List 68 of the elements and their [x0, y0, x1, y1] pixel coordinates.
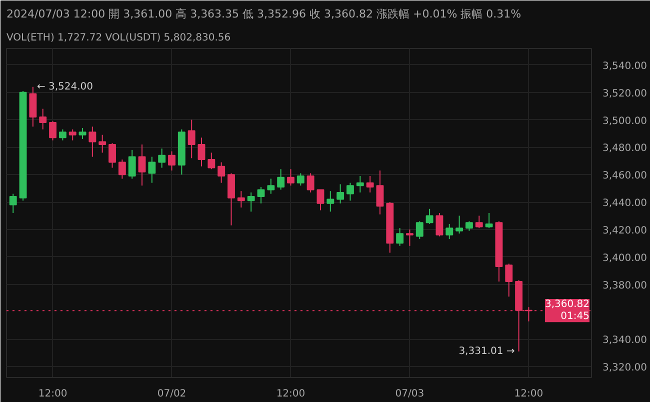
y-tick-label: 3,400.00 [602, 252, 648, 264]
candlestick [416, 220, 424, 240]
candlestick [326, 190, 334, 212]
candlestick [436, 212, 444, 237]
candlestick [456, 215, 464, 234]
chart-subtitle: VOL(ETH) 1,727.72 VOL(USDT) 5,802,830.56 [6, 32, 231, 44]
candlestick [277, 168, 285, 190]
candlestick [247, 192, 255, 212]
candlestick [228, 172, 235, 226]
candlestick [316, 189, 324, 211]
y-tick-label: 3,520.00 [602, 88, 648, 100]
candlestick [68, 128, 76, 141]
candlestick [208, 152, 216, 170]
candlestick [128, 149, 136, 180]
candlestick [426, 208, 434, 224]
ref-line-label: 3,360.82 01:45 [544, 299, 590, 322]
chart-title: 2024/07/03 12:00 開 3,361.00 高 3,363.35 低 3,352.96 收 3,360.82 漲跌幅 +0.01% 振幅 0.31% [6, 8, 522, 20]
candlestick [257, 186, 265, 204]
y-tick-label: 3,460.00 [602, 170, 648, 182]
candlestick [108, 142, 116, 168]
candlestick [296, 172, 304, 186]
y-tick-label: 3,340.00 [602, 335, 648, 346]
candlestick [118, 159, 126, 180]
candlestick [505, 263, 513, 298]
candlestick [138, 144, 146, 186]
candlestick [9, 193, 17, 214]
candlestick [29, 86, 37, 128]
candlestick [98, 134, 106, 154]
y-tick-label: 3,540.00 [602, 60, 648, 72]
candlestick [346, 182, 354, 202]
y-tick-label: 3,500.00 [602, 116, 648, 127]
y-tick-label: 3,440.00 [602, 198, 648, 210]
candlestick [198, 137, 206, 167]
candlestick [148, 156, 156, 184]
candlestick [366, 175, 374, 193]
candlestick [406, 228, 414, 246]
candlestick [485, 212, 493, 229]
candlestick [475, 215, 483, 229]
candlestick [465, 220, 473, 232]
candlestick [39, 108, 47, 130]
candlestick [267, 178, 275, 194]
candlestick [188, 119, 196, 159]
y-tick-label: 3,380.00 [602, 280, 648, 292]
candlestick [78, 128, 86, 140]
x-tick-label: 07/03 [395, 388, 424, 400]
candlestick [306, 172, 314, 193]
x-tick-label: 12:00 [276, 388, 306, 400]
candlestick [218, 162, 226, 184]
candlestick [336, 184, 344, 204]
candlestick [287, 168, 294, 186]
x-tick-label: 12:00 [514, 388, 544, 400]
candlestick [49, 120, 56, 141]
candlestick [356, 175, 364, 193]
candlestick [396, 228, 404, 246]
annotation: ← 3,524.00 [36, 81, 94, 92]
annotation: 3,331.01 → [458, 346, 515, 357]
y-tick-label: 3,480.00 [602, 143, 648, 154]
candlestick [158, 148, 166, 168]
candlestick [376, 170, 384, 215]
y-tick-label: 3,320.00 [602, 362, 648, 374]
y-tick-label: 3,420.00 [602, 225, 648, 236]
x-tick-label: 07/02 [157, 388, 186, 400]
x-tick-label: 12:00 [38, 388, 68, 400]
candlestick [58, 128, 66, 141]
candlestick [446, 223, 454, 240]
candlestick [237, 190, 245, 208]
candlestick [168, 150, 176, 172]
candlestick [88, 126, 96, 158]
